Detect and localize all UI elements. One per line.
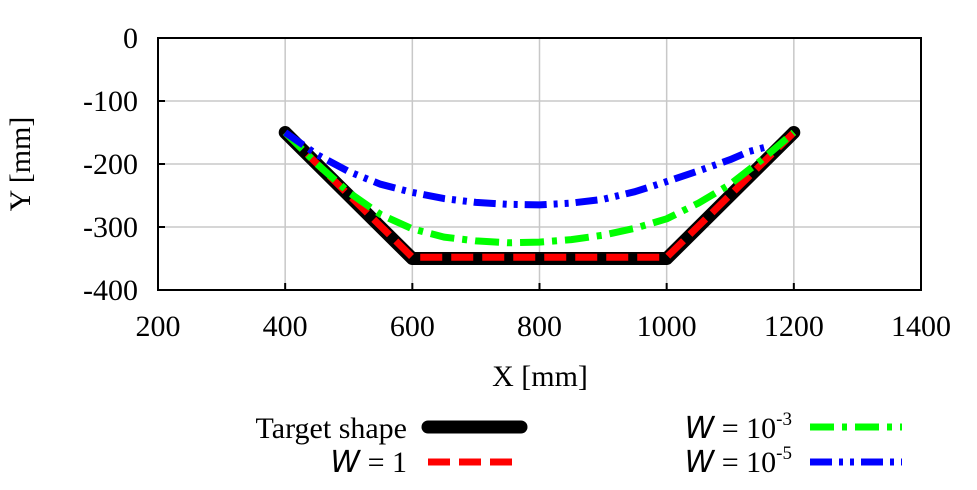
x-tick-label: 1000 bbox=[637, 310, 697, 343]
x-tick-label: 200 bbox=[136, 310, 181, 343]
y-tick-label: -200 bbox=[83, 148, 138, 181]
legend-label-w1e-5: W = 10-5 bbox=[685, 443, 792, 480]
legend-label-w1e-3: W = 10-3 bbox=[685, 409, 792, 446]
legend-w1e-3-suffix: = 10 bbox=[714, 412, 776, 445]
legend-w1e-5-exponent: -5 bbox=[776, 443, 792, 464]
legend: Target shape W = 1 W = 10-3 W = 10-5 bbox=[256, 409, 902, 480]
legend-w1e-3-exponent: -3 bbox=[776, 409, 792, 430]
y-tick-label: 0 bbox=[123, 22, 138, 55]
series-line-0 bbox=[278, 126, 801, 265]
legend-label-target-shape: Target shape bbox=[256, 412, 407, 445]
legend-label-w1: W = 1 bbox=[330, 445, 407, 480]
y-tick-label: -100 bbox=[83, 85, 138, 118]
tick-labels: 200 400 600 800 1000 1200 1400 0 -100 -200 -300 -40… bbox=[83, 22, 951, 343]
legend-w1e-5-symbol: W bbox=[685, 445, 716, 480]
x-tick-label: 600 bbox=[390, 310, 435, 343]
x-tick-label: 800 bbox=[517, 310, 562, 343]
legend-w1e-3-symbol: W bbox=[685, 411, 716, 446]
legend-w1e-5-suffix: = 10 bbox=[714, 446, 776, 479]
grid bbox=[158, 38, 921, 290]
x-tick-label: 1400 bbox=[891, 310, 951, 343]
y-tick-label: -300 bbox=[83, 211, 138, 244]
x-axis-label: X [mm] bbox=[492, 360, 588, 393]
x-tick-label: 400 bbox=[263, 310, 308, 343]
series-line-2 bbox=[282, 129, 797, 247]
y-axis-label: Y [mm] bbox=[4, 117, 37, 212]
x-tick-label: 1200 bbox=[764, 310, 824, 343]
legend-w1-symbol: W bbox=[330, 445, 361, 480]
series-layer bbox=[278, 126, 801, 265]
y-tick-label: -400 bbox=[83, 274, 138, 307]
series-line-3 bbox=[283, 129, 770, 209]
legend-w1-suffix: = 1 bbox=[360, 446, 407, 479]
